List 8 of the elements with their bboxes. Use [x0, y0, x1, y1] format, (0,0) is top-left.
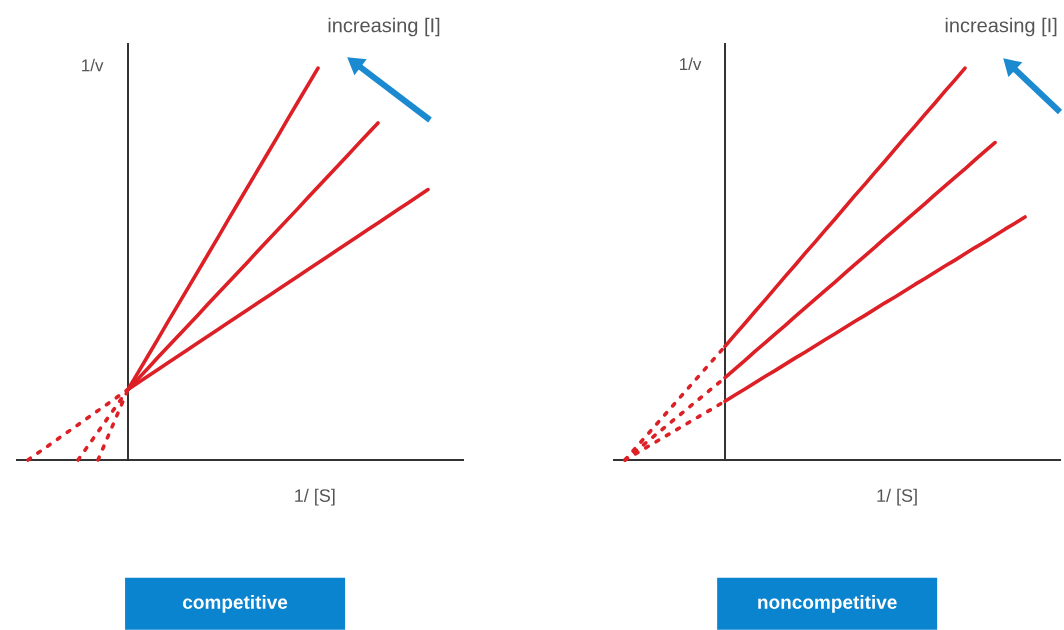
text: increasing [I] [945, 17, 1057, 37]
text: competitive [183, 595, 288, 613]
y-axis-title: 1/v [82, 58, 104, 72]
x-axis-title: 1/ [S] [295, 488, 335, 506]
text: increasing [I] [328, 17, 440, 37]
y-axis-title: 1/v [680, 57, 702, 71]
text: noncompetitive [758, 595, 897, 613]
x-axis-title: 1/ [S] [877, 488, 917, 506]
